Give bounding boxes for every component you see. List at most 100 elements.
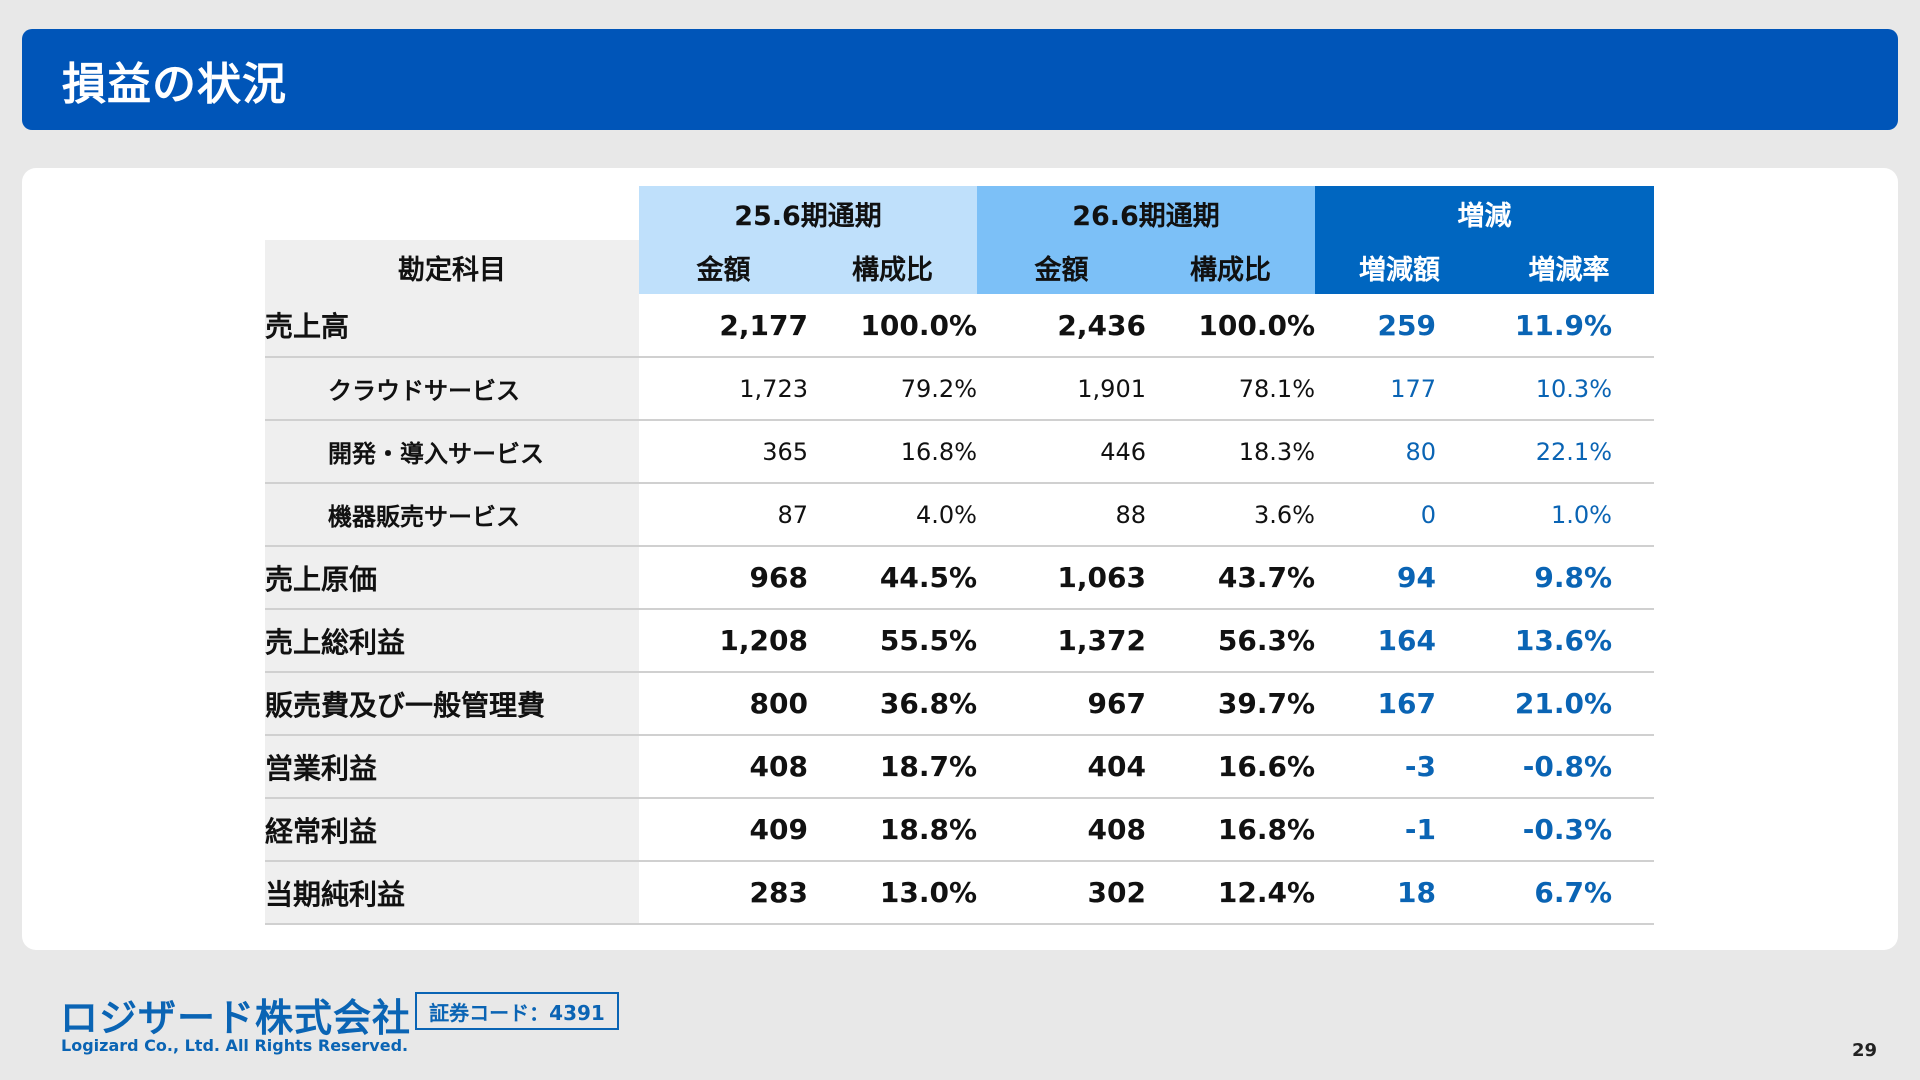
row-label: 売上総利益 bbox=[265, 609, 639, 673]
group-header-row: 25.6期通期 26.6期通期 増減 bbox=[265, 186, 1654, 240]
table-row: 売上高 2,177 100.0% 2,436 100.0% 259 11.9% bbox=[265, 294, 1654, 358]
diff-rate: -0.3% bbox=[1484, 798, 1654, 862]
amount-26: 404 bbox=[977, 735, 1146, 799]
amount-25: 1,208 bbox=[639, 609, 808, 673]
ratio-26: 16.8% bbox=[1146, 798, 1315, 862]
row-label: 機器販売サービス bbox=[265, 483, 639, 547]
row-label: クラウドサービス bbox=[265, 357, 639, 421]
ratio-26: 43.7% bbox=[1146, 546, 1315, 610]
table-row: 営業利益 408 18.7% 404 16.6% -3 -0.8% bbox=[265, 735, 1654, 799]
ratio-25: 16.8% bbox=[808, 420, 977, 484]
ratio-26: 12.4% bbox=[1146, 861, 1315, 925]
diff-rate: 22.1% bbox=[1484, 420, 1654, 484]
amount-26: 88 bbox=[977, 483, 1146, 547]
ratio-26: 39.7% bbox=[1146, 672, 1315, 736]
sub-header-rate: 増減率 bbox=[1484, 240, 1654, 294]
ratio-25: 18.7% bbox=[808, 735, 977, 799]
table-row: 販売費及び一般管理費 800 36.8% 967 39.7% 167 21.0% bbox=[265, 672, 1654, 736]
table-row: 売上原価 968 44.5% 1,063 43.7% 94 9.8% bbox=[265, 546, 1654, 610]
diff-amount: 259 bbox=[1315, 294, 1484, 358]
sub-header-amount-26: 金額 bbox=[977, 240, 1146, 294]
amount-25: 800 bbox=[639, 672, 808, 736]
diff-amount: 177 bbox=[1315, 357, 1484, 421]
table-row: 売上総利益 1,208 55.5% 1,372 56.3% 164 13.6% bbox=[265, 609, 1654, 673]
amount-25: 1,723 bbox=[639, 357, 808, 421]
sub-header-row: 勘定科目 金額 構成比 金額 構成比 増減額 増減率 bbox=[265, 240, 1654, 294]
ratio-26: 56.3% bbox=[1146, 609, 1315, 673]
sub-header-ratio-26: 構成比 bbox=[1146, 240, 1315, 294]
ratio-26: 18.3% bbox=[1146, 420, 1315, 484]
ratio-25: 79.2% bbox=[808, 357, 977, 421]
diff-rate: 11.9% bbox=[1484, 294, 1654, 358]
diff-rate: 13.6% bbox=[1484, 609, 1654, 673]
profit-loss-table: 25.6期通期 26.6期通期 増減 勘定科目 金額 構成比 金額 構成比 増減… bbox=[265, 186, 1654, 925]
diff-rate: 6.7% bbox=[1484, 861, 1654, 925]
ratio-25: 100.0% bbox=[808, 294, 977, 358]
sub-header-amount-25: 金額 bbox=[639, 240, 808, 294]
page-number: 29 bbox=[1852, 1040, 1878, 1061]
amount-26: 408 bbox=[977, 798, 1146, 862]
ratio-25: 36.8% bbox=[808, 672, 977, 736]
company-logo: ロジザード株式会社 bbox=[60, 996, 412, 1040]
diff-rate: 10.3% bbox=[1484, 357, 1654, 421]
group-header-25: 25.6期通期 bbox=[639, 186, 977, 240]
table-row: 開発・導入サービス 365 16.8% 446 18.3% 80 22.1% bbox=[265, 420, 1654, 484]
diff-amount: 164 bbox=[1315, 609, 1484, 673]
table-row: 機器販売サービス 87 4.0% 88 3.6% 0 1.0% bbox=[265, 483, 1654, 547]
diff-rate: 9.8% bbox=[1484, 546, 1654, 610]
ratio-25: 44.5% bbox=[808, 546, 977, 610]
ratio-26: 3.6% bbox=[1146, 483, 1315, 547]
row-label: 営業利益 bbox=[265, 735, 639, 799]
stock-code-badge: 証券コード：4391 bbox=[415, 992, 619, 1030]
diff-rate: 21.0% bbox=[1484, 672, 1654, 736]
row-label: 経常利益 bbox=[265, 798, 639, 862]
sub-header-diff: 増減額 bbox=[1315, 240, 1484, 294]
diff-amount: 0 bbox=[1315, 483, 1484, 547]
row-label: 売上高 bbox=[265, 294, 639, 358]
amount-25: 87 bbox=[639, 483, 808, 547]
sub-header-ratio-25: 構成比 bbox=[808, 240, 977, 294]
amount-25: 365 bbox=[639, 420, 808, 484]
copyright-text: Logizard Co., Ltd. All Rights Reserved. bbox=[61, 1036, 409, 1055]
ratio-26: 78.1% bbox=[1146, 357, 1315, 421]
amount-26: 1,372 bbox=[977, 609, 1146, 673]
diff-amount: 94 bbox=[1315, 546, 1484, 610]
table-row: クラウドサービス 1,723 79.2% 1,901 78.1% 177 10.… bbox=[265, 357, 1654, 421]
ratio-25: 18.8% bbox=[808, 798, 977, 862]
amount-26: 446 bbox=[977, 420, 1146, 484]
amount-25: 968 bbox=[639, 546, 808, 610]
amount-26: 1,063 bbox=[977, 546, 1146, 610]
amount-25: 408 bbox=[639, 735, 808, 799]
diff-rate: -0.8% bbox=[1484, 735, 1654, 799]
title-bar: 損益の状況 bbox=[22, 29, 1898, 130]
table-row: 経常利益 409 18.8% 408 16.8% -1 -0.3% bbox=[265, 798, 1654, 862]
ratio-25: 4.0% bbox=[808, 483, 977, 547]
diff-amount: -1 bbox=[1315, 798, 1484, 862]
amount-26: 2,436 bbox=[977, 294, 1146, 358]
diff-rate: 1.0% bbox=[1484, 483, 1654, 547]
header-spacer bbox=[265, 186, 639, 240]
content-panel: 25.6期通期 26.6期通期 増減 勘定科目 金額 構成比 金額 構成比 増減… bbox=[22, 168, 1898, 950]
ratio-25: 13.0% bbox=[808, 861, 977, 925]
row-label: 売上原価 bbox=[265, 546, 639, 610]
row-label: 開発・導入サービス bbox=[265, 420, 639, 484]
diff-amount: 18 bbox=[1315, 861, 1484, 925]
account-header: 勘定科目 bbox=[265, 240, 639, 294]
page-title: 損益の状況 bbox=[62, 58, 287, 110]
stock-code-text: 証券コード：4391 bbox=[429, 1000, 605, 1025]
group-header-change: 増減 bbox=[1315, 186, 1654, 240]
diff-amount: 167 bbox=[1315, 672, 1484, 736]
diff-amount: 80 bbox=[1315, 420, 1484, 484]
diff-amount: -3 bbox=[1315, 735, 1484, 799]
ratio-26: 100.0% bbox=[1146, 294, 1315, 358]
amount-25: 283 bbox=[639, 861, 808, 925]
amount-25: 2,177 bbox=[639, 294, 808, 358]
row-label: 販売費及び一般管理費 bbox=[265, 672, 639, 736]
amount-25: 409 bbox=[639, 798, 808, 862]
amount-26: 967 bbox=[977, 672, 1146, 736]
amount-26: 302 bbox=[977, 861, 1146, 925]
row-label: 当期純利益 bbox=[265, 861, 639, 925]
ratio-26: 16.6% bbox=[1146, 735, 1315, 799]
table-row: 当期純利益 283 13.0% 302 12.4% 18 6.7% bbox=[265, 861, 1654, 925]
ratio-25: 55.5% bbox=[808, 609, 977, 673]
